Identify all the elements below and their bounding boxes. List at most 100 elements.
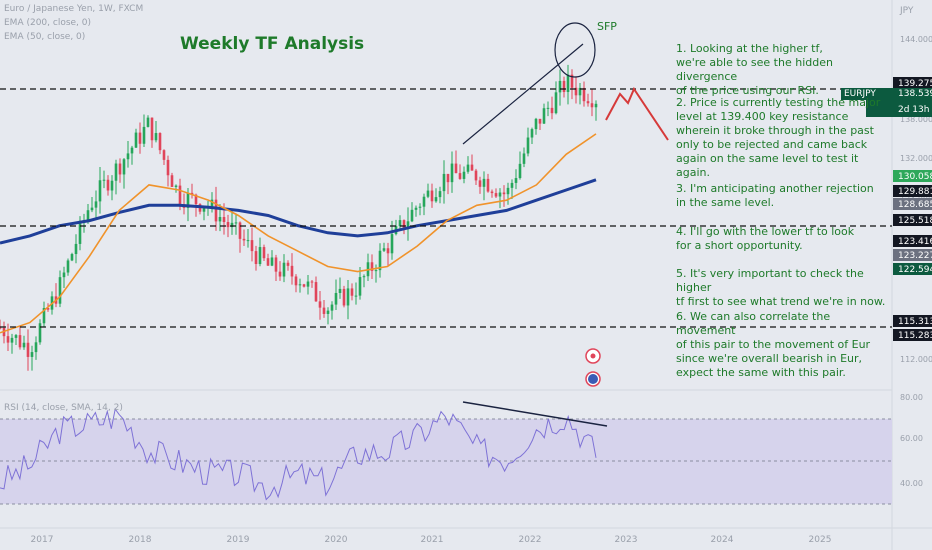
candle [306,275,310,295]
x-tick-label: 2023 [615,535,638,545]
candle [442,160,446,204]
price-tag-value: 130.058 [898,172,932,182]
candle [302,283,306,288]
price-tag-value: 122.594 [898,265,932,275]
note-6: 6. We can also correlate the movement of… [676,310,871,379]
bar-countdown: 2d 13h [898,105,929,115]
candle [310,280,314,288]
note-2: 2. Price is currently testing the major … [676,96,881,179]
candle [270,250,274,267]
candle [382,242,386,252]
candle [90,197,94,213]
candle [34,336,38,360]
candle [462,166,466,184]
candle [110,175,114,201]
x-tick-label: 2017 [31,535,54,545]
candle [266,253,270,266]
candle [326,307,330,325]
price-tag-value: 115.313 [898,317,932,327]
sfp-circle [554,22,596,78]
candle [242,229,246,246]
candle [166,155,170,187]
candle [502,185,506,207]
price-tag[interactable]: 130.058 [893,170,932,182]
candle [318,290,322,320]
price-tag[interactable]: 125.518 [893,214,932,226]
candle [446,173,450,195]
candle [146,115,150,128]
price-tag[interactable]: 122.594 [893,263,932,275]
price-tag[interactable]: 139.275 [893,77,932,89]
x-tick-label: 2025 [809,535,832,545]
y-tick-label: 112.000 [900,355,932,364]
price-tag[interactable]: 128.685 [893,198,932,210]
candle [274,254,278,282]
price-tag[interactable]: 115.283 [893,329,932,341]
price-tag[interactable]: 115.313 [893,315,932,327]
candle [22,335,26,350]
candle [286,260,290,271]
candle [26,329,30,371]
candle [426,183,430,199]
candle [534,117,538,135]
candle [258,237,262,267]
rsi-legend[interactable]: RSI (14, close, SMA, 14, 2) [4,403,123,413]
candle [102,170,106,189]
candle [570,69,574,100]
candle [130,145,134,165]
candle [398,215,402,230]
candle [498,188,502,209]
x-tick-label: 2022 [519,535,542,545]
x-tick-label: 2024 [711,535,734,545]
ema50-legend[interactable]: EMA (50, close, 0) [4,32,86,42]
price-tag[interactable]: 123.227 [893,249,932,261]
candle [126,140,130,168]
candle [378,243,382,278]
candle [114,159,118,195]
candle [514,169,518,190]
price-tag-value: 125.518 [898,216,932,226]
event-marker-blue[interactable] [585,371,601,387]
candle [38,319,42,345]
ema200-legend[interactable]: EMA (200, close, 0) [4,18,92,28]
y-tick-label: 132.000 [900,154,932,163]
projection-path [605,86,669,141]
price-tag[interactable]: EURJPY 2d 13h 138.539 [841,88,932,117]
candle [202,207,206,221]
candle [550,96,554,120]
note-5: 5. It's very important to check the high… [676,267,886,308]
candle [334,279,338,311]
candle [430,183,434,208]
candle [434,188,438,203]
price-tag[interactable]: 123.416 [893,235,932,247]
candle [458,164,462,180]
rsi-divergence-trendline [462,401,608,427]
candle [542,103,546,125]
symbol-legend[interactable]: Euro / Japanese Yen, 1W, FXCM [4,4,144,14]
candle [478,176,482,194]
candle [466,156,470,174]
candle [18,325,22,350]
candle [162,149,166,165]
candle [506,182,510,205]
candle [254,245,258,271]
candle [350,283,354,301]
candle [250,227,254,262]
candle [562,76,566,98]
candlestick-series [0,64,598,371]
y-tick-label: 144.000 [900,35,932,44]
candle [230,209,234,235]
event-marker-red[interactable] [585,348,601,364]
candle [154,120,158,143]
candle [278,261,282,281]
candle [494,188,498,198]
candle [314,276,318,302]
candle [470,154,474,171]
candle [454,150,458,174]
candle [122,157,126,189]
candle [554,81,558,115]
candle [410,202,414,223]
price-tag[interactable]: 129.881 [893,185,932,197]
candle [402,219,406,235]
candle [518,151,522,180]
